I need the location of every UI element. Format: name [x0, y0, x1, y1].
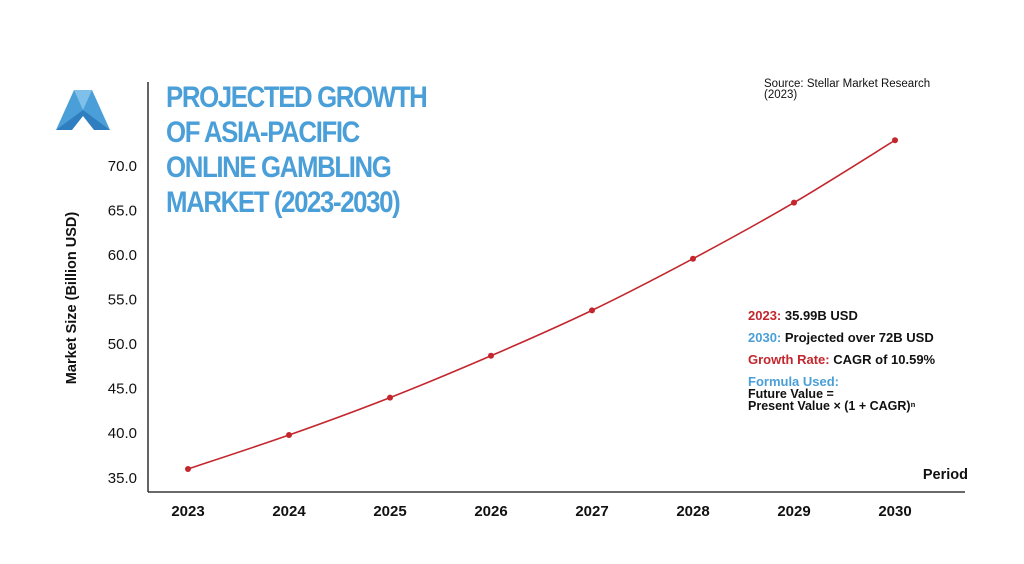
x-tick-label: 2028 [676, 503, 709, 520]
x-tick-label: 2030 [878, 503, 911, 520]
chart-title: PROJECTED GROWTH OF ASIA-PACIFIC ONLINE … [166, 81, 428, 219]
y-tick-label: 70.0 [108, 158, 137, 175]
data-point [791, 199, 797, 206]
formula-line-1: Future Value = [748, 387, 834, 401]
info-row-growth: Growth Rate: CAGR of 10.59% [748, 352, 988, 367]
y-tick-label: 60.0 [108, 247, 137, 264]
info-key: 2023: [748, 308, 782, 323]
triangle-logo-icon [56, 90, 110, 130]
info-value: CAGR of 10.59% [833, 352, 936, 367]
info-key: Growth Rate: [748, 352, 830, 367]
x-tick-label: 2024 [272, 503, 306, 520]
info-key: 2030: [748, 330, 782, 345]
source-note: Source: Stellar Market Research (2023) [764, 78, 931, 101]
y-tick-label: 45.0 [108, 381, 137, 398]
x-tick-label: 2026 [474, 503, 507, 520]
y-tick-label: 35.0 [108, 470, 137, 487]
x-tick-label: 2027 [575, 503, 608, 520]
data-point [387, 394, 393, 401]
y-tick-label: 65.0 [108, 203, 137, 220]
y-tick-label: 50.0 [108, 336, 137, 353]
x-tick-label: 2025 [373, 503, 406, 520]
y-tick-label: 55.0 [108, 292, 137, 309]
data-point [185, 465, 191, 472]
y-tick-label: 40.0 [108, 425, 137, 442]
x-axis-label: Period [923, 467, 968, 483]
data-point [589, 307, 595, 314]
formula-label: Formula Used: [748, 374, 840, 389]
info-row-2023: 2023: 35.99B USD [748, 308, 988, 323]
data-point [286, 432, 292, 439]
formula-line-2: Present Value × (1 + CAGR)ⁿ [748, 399, 916, 413]
info-value: 35.99B USD [784, 308, 858, 323]
x-tick-label: 2023 [171, 503, 204, 520]
info-row-2030: 2030: Projected over 72B USD [748, 330, 988, 345]
y-axis-label: Market Size (Billion USD) [64, 212, 80, 385]
series-line [187, 139, 896, 470]
data-point [892, 137, 898, 144]
x-tick-label: 2029 [777, 503, 810, 520]
data-point [488, 352, 494, 359]
data-point [690, 255, 696, 262]
info-panel: 2023: 35.99B USD 2030: Projected over 72… [748, 308, 988, 412]
info-value: Projected over 72B USD [784, 330, 934, 345]
